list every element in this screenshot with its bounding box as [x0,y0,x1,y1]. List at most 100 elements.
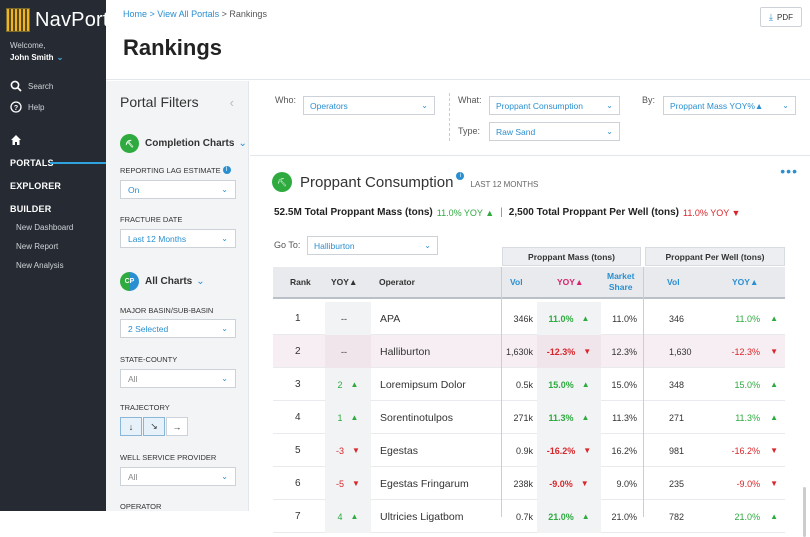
col-well-yoy[interactable]: YOY▲ [732,277,759,287]
collapse-left-icon[interactable]: ‹ [229,95,234,110]
navport-logo[interactable]: NavPort [6,8,109,32]
all-charts-group[interactable]: CP All Charts ⌄ [120,272,205,291]
nav-builder[interactable]: BUILDER [10,204,52,214]
what-label: What: [458,95,482,105]
trajectory-vertical-button[interactable]: ↓ [120,417,142,436]
operator-cell[interactable]: Egestas [380,444,418,457]
sidebar: NavPort Welcome, John Smith ⌄ Search ? He… [0,0,109,511]
trajectory-horizontal-button[interactable]: → [166,417,188,436]
proppant-icon: ⛏ [272,172,292,192]
market-share-cell: 16.2% [611,445,637,456]
pdf-button[interactable]: ⤓ PDF [760,7,802,27]
operator-cell[interactable]: Sorentinotulpos [380,411,453,424]
table-row[interactable]: 4 1 ▲ Sorentinotulpos 271k 11.3% ▲ 11.3% 271 11.3… [273,401,785,434]
operator-label: OPERATOR [120,502,162,511]
table-row[interactable]: 7 4 ▲ Ultricies Ligatbom 0.7k 21.0% ▲ 21.0% 782 2… [273,500,785,533]
select-value: Operators [310,100,348,111]
col-mass-yoy[interactable]: YOY▲ [557,277,584,287]
page-header: Home > View All Portals > Rankings Ranki… [106,0,810,80]
select-value: All [128,471,138,482]
chevron-down-icon: ⌄ [606,127,613,136]
more-options-icon[interactable]: ••• [780,163,798,179]
user-menu[interactable]: John Smith ⌄ [10,53,63,62]
what-select[interactable]: Proppant Consumption ⌄ [489,96,620,115]
table-scrollbar[interactable] [803,487,806,537]
type-select[interactable]: Raw Sand ⌄ [489,122,620,141]
chevron-down-icon: ⌄ [421,101,428,110]
by-select[interactable]: Proppant Mass YOY%▲ ⌄ [663,96,796,115]
well-yoy-arrow-icon: ▲ [770,512,778,521]
mass-yoy-value: 11.0% [548,313,574,324]
mass-yoy-arrow-icon: ▲ [581,512,590,521]
mass-vol-cell: 0.5k [515,379,533,390]
operator-cell[interactable]: Loremipsum Dolor [380,378,466,391]
rank-cell: 6 [295,478,301,489]
table-row[interactable]: 1 -- APA 346k 11.0% ▲ 11.0% 346 11.0% ▲ [273,302,785,335]
new-dashboard-link[interactable]: New Dashboard [16,223,74,232]
reporting-lag-select[interactable]: On ⌄ [120,180,236,199]
wsp-select[interactable]: All ⌄ [120,467,236,486]
who-select[interactable]: Operators ⌄ [303,96,435,115]
operator-cell[interactable]: Ultricies Ligatbom [380,510,464,523]
chevron-down-icon: ⌄ [196,276,205,287]
mass-vol-cell: 1,630k [505,346,533,357]
well-yoy-value: -12.3% [731,346,761,357]
goto-label: Go To: [274,240,301,250]
select-value: Proppant Consumption [496,100,583,111]
rank-cell: 3 [295,379,301,390]
search-link[interactable]: Search [10,80,53,92]
col-yoy[interactable]: YOY▲ [331,277,358,287]
nav-portals[interactable]: PORTALS [10,158,54,168]
rank-change-value: -3 [336,445,345,456]
table-row[interactable]: 2 -- Halliburton 1,630k -12.3% ▼ 12.3% 1,630 -12… [273,335,785,368]
new-analysis-link[interactable]: New Analysis [16,261,64,270]
new-report-link[interactable]: New Report [16,242,59,251]
breadcrumb-current: Rankings [229,9,267,19]
table-row[interactable]: 3 2 ▲ Loremipsum Dolor 0.5k 15.0% ▲ 15.0% 348 15.… [273,368,785,401]
col-operator[interactable]: Operator [379,277,415,287]
home-icon[interactable] [10,134,22,146]
breadcrumb-view-all-portals[interactable]: View All Portals [157,9,220,19]
table-row[interactable]: 5 -3 ▼ Egestas 0.9k -16.2% ▼ 16.2% 981 -16.2% ▼ [273,434,785,467]
state-county-select[interactable]: All ⌄ [120,369,236,388]
fracture-date-select[interactable]: Last 12 Months ⌄ [120,229,236,248]
col-well-vol[interactable]: Vol [667,277,680,287]
well-vol-cell: 348 [669,379,685,390]
mass-yoy-value: -9.0% [549,478,573,489]
nav-explorer[interactable]: EXPLORER [10,181,62,191]
summary-separator: | [500,207,503,218]
info-icon[interactable]: i [456,172,465,180]
pdf-label: PDF [777,12,793,22]
col-market-share-line1: Market [607,271,635,281]
operator-cell[interactable]: APA [380,312,401,325]
well-yoy-value: 11.0% [735,313,761,324]
table-row[interactable]: 6 -5 ▼ Egestas Fringarum 238k -9.0% ▼ 9.0% 235 -9… [273,467,785,500]
per-well-yoy: 11.0% YOY ▼ [683,207,741,218]
operator-cell[interactable]: Egestas Fringarum [380,477,469,490]
col-rank[interactable]: Rank [290,277,311,287]
info-icon[interactable]: i [222,166,231,174]
by-label: By: [642,95,656,105]
help-link[interactable]: ? Help [10,101,44,113]
trajectory-toggle: ↓ ↘ → [120,417,189,436]
search-label: Search [28,81,54,91]
welcome-text: Welcome, [10,41,46,50]
col-vol[interactable]: Vol [510,277,523,287]
basin-select[interactable]: 2 Selected ⌄ [120,319,236,338]
breadcrumb-home[interactable]: Home [123,9,148,19]
market-share-cell: 21.0% [611,511,637,522]
search-icon [10,80,22,92]
mass-yoy-value: 11.3% [548,412,574,423]
market-share-cell: 9.0% [616,478,637,489]
goto-select[interactable]: Halliburton ⌄ [307,236,438,255]
page-title: Rankings [123,35,223,60]
trajectory-directional-button[interactable]: ↘ [143,417,165,436]
section-divider [250,155,810,156]
reporting-lag-text: REPORTING LAG ESTIMATE [120,166,221,175]
col-market-share[interactable]: Market Share [607,267,634,297]
completion-charts-group[interactable]: ⛏ Completion Charts ⌄ [120,134,247,153]
well-yoy-cell: 15.0% ▲ [722,368,778,401]
fracture-date-label: FRACTURE DATE [120,215,183,224]
operator-cell[interactable]: Halliburton [380,345,431,358]
chart-title: ⛏ Proppant Consumption i LAST 12 MONTHS [272,172,538,192]
